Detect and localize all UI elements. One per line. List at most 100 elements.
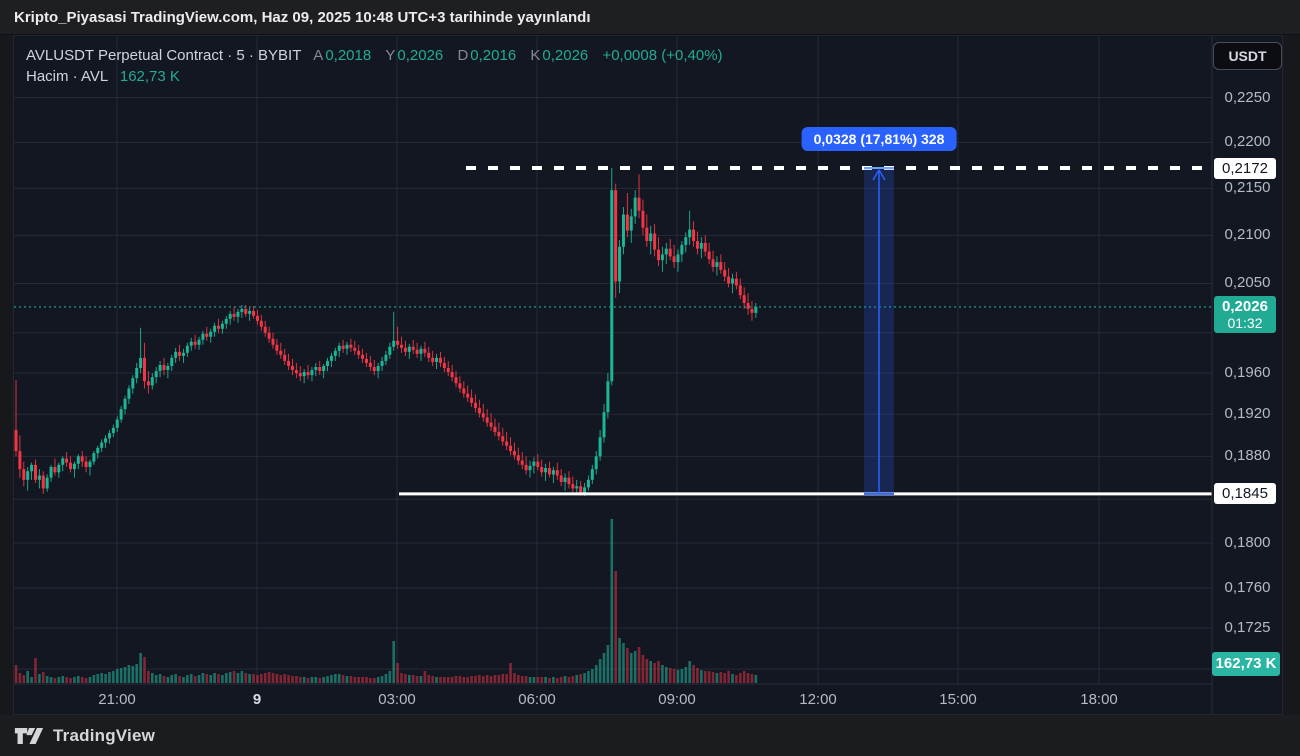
candle-body	[22, 469, 26, 480]
candle-body	[111, 427, 115, 434]
volume-bar	[575, 675, 579, 683]
volume-bar	[260, 674, 263, 683]
price-axis[interactable]: USDT 0,2250 0,2200 0,2150 0,2100 0,2050 0,196…	[1212, 36, 1283, 684]
candle-body	[127, 388, 131, 399]
volume-bar	[197, 675, 201, 683]
volume-bar	[703, 671, 707, 683]
candle-body	[730, 278, 734, 284]
volume-bar	[474, 676, 477, 683]
volume-bar	[672, 669, 676, 683]
tradingview-brand-text[interactable]: TradingView	[53, 725, 156, 745]
close-label: K	[530, 47, 541, 64]
candle-body	[567, 477, 571, 485]
candle-body	[41, 475, 45, 489]
volume-bar	[361, 677, 364, 683]
volume-bar	[310, 677, 314, 683]
candle-body	[76, 456, 80, 464]
volume-bar	[100, 673, 103, 683]
candle-body	[528, 465, 532, 471]
volume-bar	[754, 675, 758, 683]
currency-toggle-button[interactable]: USDT	[1213, 42, 1282, 70]
volume-bar	[182, 677, 185, 683]
candle-body	[26, 471, 30, 480]
volume-bar	[221, 675, 224, 683]
time-tick-label: 9	[252, 691, 262, 708]
candle-body	[649, 233, 653, 242]
level-price-badge: 0,2172	[1214, 157, 1276, 179]
candle-body	[415, 349, 419, 354]
candle-body	[333, 350, 337, 356]
volume-bar	[731, 674, 734, 683]
candle-body	[668, 248, 672, 257]
volume-bar	[388, 671, 392, 683]
candle-body	[384, 354, 388, 361]
candle-body	[100, 442, 104, 448]
candlestick-chart[interactable]	[14, 36, 1284, 716]
candle-body	[228, 313, 232, 319]
volume-bar	[711, 672, 715, 683]
volume-bar	[252, 674, 255, 683]
candle-body	[641, 210, 645, 228]
volume-bar	[30, 677, 33, 683]
volume-row[interactable]: Hacim · AVL 162,73 K	[26, 66, 725, 87]
candle-body	[326, 360, 330, 366]
candle-body	[205, 333, 209, 337]
candle-body	[364, 358, 368, 363]
symbol-row[interactable]: AVLUSDT Perpetual Contract · 5 · BYBIT A…	[26, 45, 725, 66]
volume-bar	[466, 677, 470, 683]
volume-bar	[400, 673, 403, 683]
volume-bar	[108, 672, 111, 683]
current-price-value: 0,2026	[1222, 297, 1268, 315]
volume-bar	[18, 673, 22, 683]
measure-tool-label[interactable]: 0,0328 (17,81%) 328	[801, 127, 957, 151]
candle-body	[512, 451, 516, 456]
volume-bar	[493, 675, 497, 683]
candle-body	[606, 381, 610, 413]
volume-bar	[263, 673, 267, 683]
candle-body	[551, 470, 555, 475]
volume-bar	[439, 677, 442, 683]
candle-body	[53, 466, 57, 473]
candle-body	[645, 227, 649, 242]
candle-body	[290, 365, 294, 371]
candle-body	[107, 433, 111, 439]
volume-bar	[559, 677, 563, 683]
candle-body	[672, 256, 676, 263]
candle-body	[438, 357, 442, 363]
volume-bar	[80, 677, 84, 683]
time-tick-label: 03:00	[378, 691, 416, 708]
candle-body	[84, 461, 88, 467]
candle-body	[329, 355, 333, 361]
candle-body	[33, 464, 37, 480]
volume-bar	[349, 676, 353, 683]
high-value: 0,2026	[397, 47, 444, 64]
volume-bar	[217, 674, 220, 683]
tradingview-logo-icon[interactable]	[14, 725, 44, 747]
volume-bar	[384, 674, 388, 683]
volume-bar	[205, 674, 209, 683]
candle-body	[361, 354, 365, 359]
candle-body	[162, 364, 166, 371]
candle-body	[442, 362, 446, 369]
volume-bar	[735, 675, 738, 683]
price-tick-label: 0,1800	[1224, 534, 1271, 552]
candle-body	[279, 350, 283, 355]
candle-body	[193, 341, 197, 345]
candle-body	[618, 246, 622, 282]
volume-bar	[267, 672, 271, 683]
volume-bar	[314, 677, 318, 683]
candle-body	[388, 346, 392, 355]
candle-body	[532, 461, 536, 466]
publish-banner: Kripto_Piyasasi TradingView.com, Haz 09,…	[0, 0, 1300, 35]
candle-body	[353, 347, 357, 351]
time-axis[interactable]: 21:00 9 03:00 06:00 09:00 12:00 15:00 18:00	[14, 684, 1212, 715]
candle-body	[575, 486, 579, 489]
candle-body	[123, 398, 127, 410]
volume-bar	[700, 670, 703, 683]
volume-bar	[380, 676, 384, 683]
candle-body	[236, 311, 240, 317]
candle-body	[738, 285, 742, 296]
volume-study-label[interactable]: Hacim · AVL	[26, 68, 108, 85]
symbol-title[interactable]: AVLUSDT Perpetual Contract · 5 · BYBIT	[26, 47, 302, 64]
